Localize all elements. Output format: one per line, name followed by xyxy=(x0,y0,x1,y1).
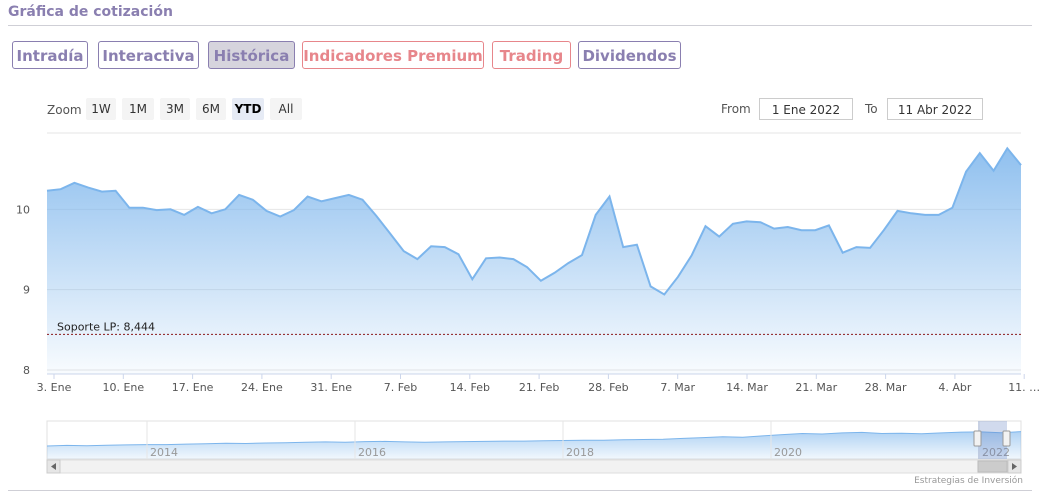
x-tick-label: 28. Mar xyxy=(865,381,907,394)
range-from-input[interactable]: 1 Ene 2022 xyxy=(759,98,853,120)
price-line[interactable] xyxy=(46,146,1022,296)
bottom-divider xyxy=(8,490,1032,491)
zoom-6m-button[interactable]: 6M xyxy=(196,98,226,120)
x-tick-label: 3. Ene xyxy=(37,381,72,394)
x-tick-label: 21. Feb xyxy=(519,381,559,394)
x-tick-label: 28. Feb xyxy=(588,381,628,394)
navigator-tick-label: 2016 xyxy=(358,446,386,459)
x-axis: 3. Ene 10. Ene 17. Ene 24. Ene 31. Ene 7. Feb… xyxy=(37,374,1040,394)
scroll-left-icon xyxy=(51,463,56,470)
x-tick-label: 17. Ene xyxy=(172,381,214,394)
range-from-label: From xyxy=(721,102,751,116)
navigator-selection xyxy=(978,421,1007,459)
y-tick-label: 10 xyxy=(16,203,30,216)
page-title: Gráfica de cotización xyxy=(8,4,173,20)
zoom-ytd-button[interactable]: YTD xyxy=(232,98,264,120)
y-axis: 8 9 10 xyxy=(16,203,30,377)
scrollbar-thumb[interactable] xyxy=(977,460,1008,473)
navigator-line xyxy=(46,431,1022,447)
navigator[interactable]: 2014 2016 2018 2020 2022 xyxy=(46,420,1022,474)
x-tick-label: 14. Feb xyxy=(450,381,490,394)
scroll-right-icon xyxy=(1012,463,1017,470)
x-tick-label: 7. Feb xyxy=(384,381,417,394)
range-to-label: To xyxy=(865,102,878,116)
chart-credit[interactable]: Estrategias de Inversión xyxy=(914,476,1023,486)
range-to-input[interactable]: 11 Abr 2022 xyxy=(887,98,983,120)
navigator-tick-label: 2022 xyxy=(982,446,1010,459)
x-tick-label: 7. Mar xyxy=(660,381,695,394)
navigator-tick-label: 2020 xyxy=(774,446,802,459)
price-area xyxy=(47,148,1021,374)
x-tick-label: 14. Mar xyxy=(726,381,768,394)
x-tick-label: 31. Ene xyxy=(310,381,352,394)
scrollbar-track xyxy=(46,459,1022,474)
x-tick-label: 11. … xyxy=(1008,381,1040,394)
tab-historica[interactable]: Histórica xyxy=(208,41,295,69)
navigator-handle-left[interactable] xyxy=(973,430,982,447)
zoom-label: Zoom xyxy=(47,103,82,117)
tab-trading[interactable]: Trading xyxy=(492,41,571,69)
navigator-handle-right[interactable] xyxy=(1002,430,1011,447)
support-line-group: Soporte LP: 8,444 xyxy=(47,320,1021,335)
support-label: Soporte LP: 8,444 xyxy=(57,320,155,333)
title-divider xyxy=(8,25,1032,26)
zoom-all-button[interactable]: All xyxy=(270,98,302,120)
y-tick-label: 9 xyxy=(23,284,30,297)
tab-indicadores-premium[interactable]: Indicadores Premium xyxy=(302,41,484,69)
navigator-tick-label: 2014 xyxy=(150,446,178,459)
x-tick-label: 10. Ene xyxy=(102,381,144,394)
x-tick-label: 21. Mar xyxy=(795,381,837,394)
tab-intradia[interactable]: Intradía xyxy=(12,41,88,69)
x-tick-label: 24. Ene xyxy=(241,381,283,394)
tab-interactiva[interactable]: Interactiva xyxy=(98,41,199,69)
zoom-1m-button[interactable]: 1M xyxy=(122,98,154,120)
navigator-tick-label: 2018 xyxy=(566,446,594,459)
navigator-area xyxy=(47,431,1021,459)
zoom-3m-button[interactable]: 3M xyxy=(160,98,190,120)
zoom-1w-button[interactable]: 1W xyxy=(86,98,116,120)
tab-dividendos[interactable]: Dividendos xyxy=(578,41,681,69)
x-tick-label: 4. Abr xyxy=(938,381,971,394)
y-tick-label: 8 xyxy=(23,364,30,377)
